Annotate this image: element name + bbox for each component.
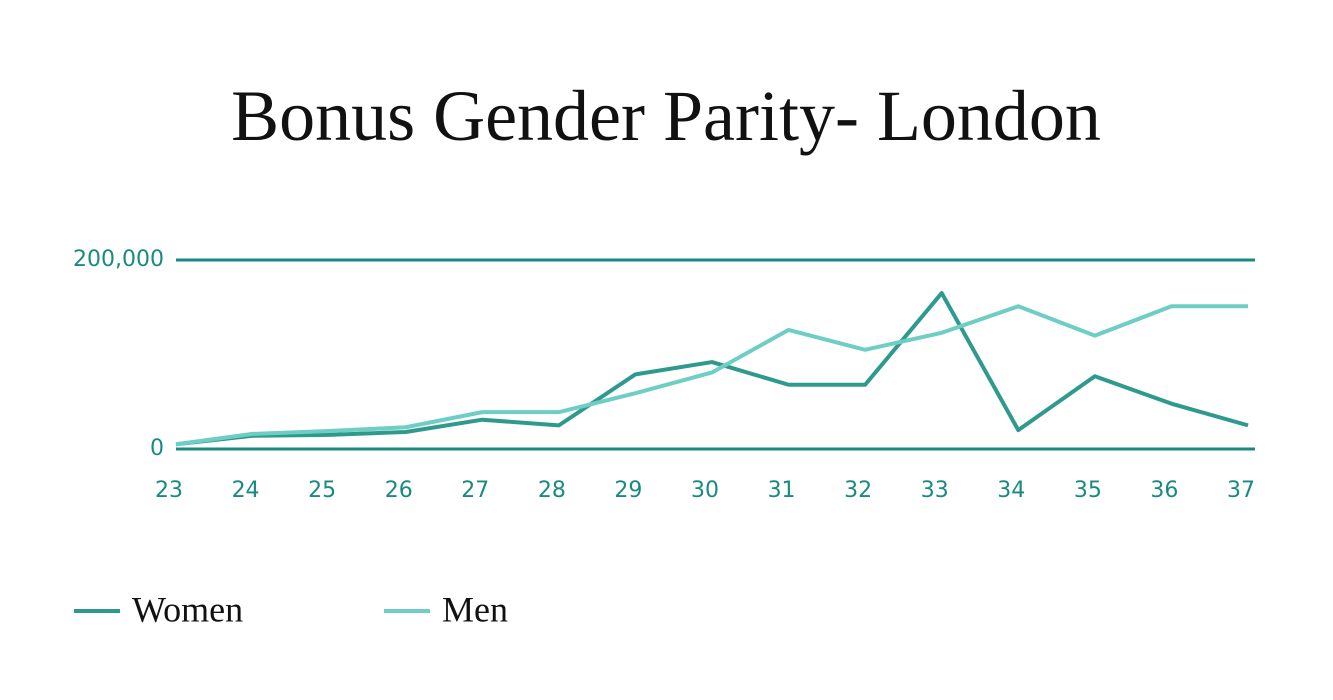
x-tick-label: 37 <box>1227 478 1255 503</box>
legend-label: Men <box>442 589 508 629</box>
y-tick-label: 0 <box>150 436 164 461</box>
x-tick-label: 25 <box>308 478 336 503</box>
x-tick-label: 24 <box>232 478 260 503</box>
line-series <box>175 291 1249 447</box>
x-tick-label: 28 <box>538 478 566 503</box>
x-tick-label: 36 <box>1150 478 1178 503</box>
chart-title: Bonus Gender Parity- London <box>231 76 1101 156</box>
x-tick-label: 29 <box>614 478 642 503</box>
line-series <box>175 304 1248 447</box>
x-tick-label: 34 <box>997 478 1025 503</box>
x-tick-label: 35 <box>1074 478 1102 503</box>
x-tick-label: 31 <box>768 478 796 503</box>
legend-label: Women <box>132 589 243 629</box>
x-tick-label: 23 <box>155 478 183 503</box>
y-tick-label: 200,000 <box>73 247 164 272</box>
x-tick-label: 27 <box>461 478 489 503</box>
x-tick-label: 26 <box>385 478 413 503</box>
x-tick-label: 32 <box>844 478 872 503</box>
x-tick-label: 30 <box>691 478 719 503</box>
x-tick-label: 33 <box>921 478 949 503</box>
